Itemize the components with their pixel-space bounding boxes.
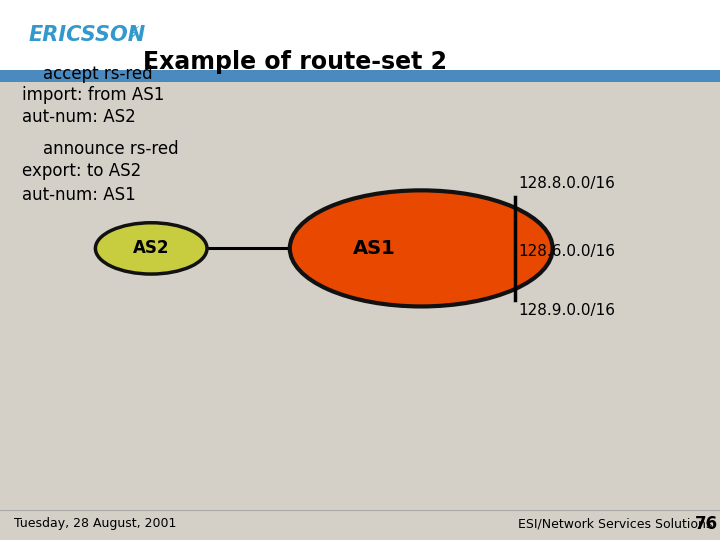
Text: ESI/Network Services Solutions: ESI/Network Services Solutions (518, 517, 713, 530)
Text: import: from AS1: import: from AS1 (22, 86, 164, 104)
Ellipse shape (95, 222, 207, 274)
Text: Tuesday, 28 August, 2001: Tuesday, 28 August, 2001 (14, 517, 177, 530)
Text: Example of route-set 2: Example of route-set 2 (143, 50, 447, 74)
Text: 128.6.0.0/16: 128.6.0.0/16 (518, 244, 616, 259)
Text: ⚡: ⚡ (126, 25, 140, 45)
Ellipse shape (289, 190, 553, 306)
Text: AS1: AS1 (353, 239, 396, 258)
Bar (0, 0, 720, 70)
Text: ERICSSON: ERICSSON (29, 25, 146, 45)
Bar (0, 70, 720, 82)
Text: aut-num: AS2: aut-num: AS2 (22, 108, 135, 126)
Text: export: to AS2: export: to AS2 (22, 162, 141, 180)
Text: 128.8.0.0/16: 128.8.0.0/16 (518, 176, 616, 191)
Text: 128.9.0.0/16: 128.9.0.0/16 (518, 303, 616, 318)
Text: accept rs-red: accept rs-red (22, 65, 152, 83)
Text: 76: 76 (695, 515, 718, 533)
Text: aut-num: AS1: aut-num: AS1 (22, 186, 135, 204)
Text: AS2: AS2 (133, 239, 169, 258)
Text: announce rs-red: announce rs-red (22, 140, 179, 158)
